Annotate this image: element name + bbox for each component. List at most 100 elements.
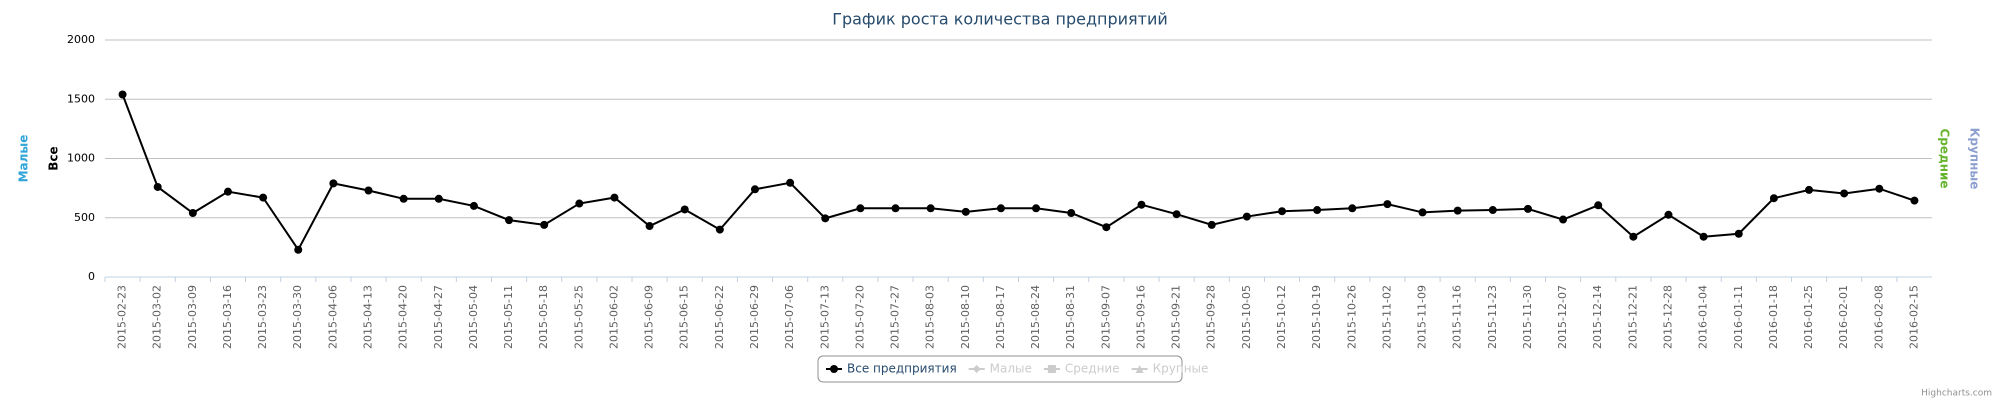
data-point[interactable]: [1664, 210, 1673, 219]
data-point[interactable]: [680, 205, 689, 214]
data-point[interactable]: [1453, 206, 1462, 215]
data-point[interactable]: [118, 90, 127, 99]
data-point[interactable]: [1594, 201, 1603, 210]
x-tick-label: 2016-01-25: [1802, 285, 1815, 349]
data-point[interactable]: [856, 204, 865, 213]
data-point[interactable]: [1875, 184, 1884, 193]
legend-label[interactable]: Все предприятия: [847, 362, 957, 376]
x-tick-label: 2015-08-31: [1064, 285, 1077, 349]
x-tick-label: 2015-08-10: [959, 285, 972, 349]
data-point[interactable]: [1313, 206, 1322, 215]
data-point[interactable]: [1840, 189, 1849, 198]
legend-label[interactable]: Крупные: [1153, 362, 1209, 376]
x-tick-label: 2015-03-02: [151, 285, 164, 349]
x-tick-label: 2015-04-06: [326, 285, 339, 349]
x-tick-label: 2015-04-13: [362, 285, 375, 349]
x-tick-label: 2015-05-04: [467, 285, 480, 349]
y-tick-label: 1000: [67, 152, 95, 165]
data-point[interactable]: [610, 193, 619, 202]
data-point[interactable]: [821, 214, 830, 223]
data-point[interactable]: [1629, 232, 1638, 241]
data-point[interactable]: [364, 186, 373, 195]
data-point[interactable]: [540, 220, 549, 229]
data-point[interactable]: [1348, 204, 1357, 213]
data-point[interactable]: [329, 179, 338, 188]
x-tick-label: 2015-05-11: [502, 285, 515, 349]
x-tick-label: 2016-01-11: [1732, 285, 1745, 349]
data-point[interactable]: [1207, 220, 1216, 229]
data-point[interactable]: [1383, 200, 1392, 209]
data-point[interactable]: [399, 194, 408, 203]
axis-title: Крупные: [1968, 128, 1982, 190]
data-point[interactable]: [1488, 206, 1497, 215]
x-tick-label: 2015-06-09: [643, 285, 656, 349]
x-tick-label: 2015-03-16: [221, 285, 234, 349]
data-point[interactable]: [434, 194, 443, 203]
x-tick-label: 2015-10-12: [1275, 285, 1288, 349]
data-point[interactable]: [1523, 204, 1532, 213]
data-point[interactable]: [469, 201, 478, 210]
x-tick-label: 2015-03-30: [291, 285, 304, 349]
data-point[interactable]: [645, 222, 654, 231]
data-point[interactable]: [1278, 207, 1287, 216]
x-tick-label: 2015-11-30: [1521, 285, 1534, 349]
x-tick-label: 2015-12-28: [1661, 285, 1674, 349]
legend-label[interactable]: Средние: [1065, 362, 1120, 376]
data-point[interactable]: [1699, 232, 1708, 241]
x-tick-label: 2015-04-27: [432, 285, 445, 349]
data-point[interactable]: [891, 204, 900, 213]
data-point[interactable]: [505, 216, 514, 225]
x-tick-label: 2015-02-23: [116, 285, 129, 349]
x-tick-label: 2015-08-03: [924, 285, 937, 349]
x-tick-label: 2015-07-06: [783, 285, 796, 349]
data-point[interactable]: [1559, 215, 1568, 224]
data-point[interactable]: [1172, 210, 1181, 219]
x-tick-label: 2015-06-15: [678, 285, 691, 349]
data-point[interactable]: [1137, 200, 1146, 209]
data-point[interactable]: [1418, 208, 1427, 217]
data-point[interactable]: [1242, 212, 1251, 221]
data-point[interactable]: [1910, 196, 1919, 205]
x-tick-label: 2015-11-09: [1416, 285, 1429, 349]
data-point[interactable]: [715, 225, 724, 234]
legend-marker[interactable]: [1047, 365, 1056, 373]
data-point[interactable]: [926, 204, 935, 213]
data-point[interactable]: [961, 207, 970, 216]
data-point[interactable]: [786, 178, 795, 187]
chart-title: График роста количества предприятий: [832, 10, 1168, 29]
data-point[interactable]: [294, 245, 303, 254]
data-point[interactable]: [188, 209, 197, 218]
data-point[interactable]: [153, 182, 162, 191]
data-point[interactable]: [1734, 229, 1743, 238]
x-tick-label: 2015-12-07: [1556, 285, 1569, 349]
x-tick-label: 2015-03-23: [256, 285, 269, 349]
data-point[interactable]: [1102, 223, 1111, 232]
x-tick-label: 2015-07-13: [818, 285, 831, 349]
legend-marker[interactable]: [1135, 365, 1144, 373]
x-tick-label: 2015-06-29: [748, 285, 761, 349]
legend-label[interactable]: Малые: [990, 362, 1032, 376]
data-point[interactable]: [996, 204, 1005, 213]
x-tick-label: 2015-09-07: [1099, 285, 1112, 349]
x-tick-label: 2016-02-08: [1872, 285, 1885, 349]
data-point[interactable]: [1067, 209, 1076, 218]
x-tick-label: 2015-05-18: [537, 285, 550, 349]
y-tick-label: 1500: [67, 92, 95, 105]
x-tick-label: 2015-03-09: [186, 285, 199, 349]
data-point[interactable]: [750, 185, 759, 194]
data-point[interactable]: [1032, 204, 1041, 213]
data-point[interactable]: [259, 193, 268, 202]
x-tick-label: 2015-11-16: [1451, 285, 1464, 349]
data-point[interactable]: [1769, 194, 1778, 203]
credits[interactable]: Highcharts.com: [1921, 389, 1992, 399]
y-tick-label: 0: [88, 270, 95, 283]
x-tick-label: 2015-09-21: [1170, 285, 1183, 349]
data-point[interactable]: [1805, 185, 1814, 194]
legend-marker[interactable]: [972, 365, 981, 373]
data-point[interactable]: [575, 199, 584, 208]
data-point[interactable]: [223, 187, 232, 196]
x-tick-label: 2015-05-25: [572, 285, 585, 349]
x-tick-label: 2015-10-26: [1345, 285, 1358, 349]
legend-marker[interactable]: [830, 365, 838, 373]
x-tick-label: 2016-01-18: [1767, 285, 1780, 349]
